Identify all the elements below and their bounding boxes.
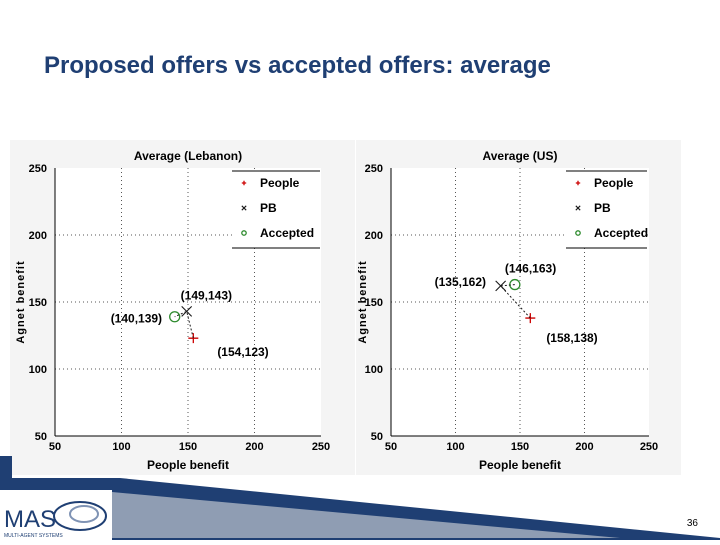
corner-accent	[0, 456, 12, 480]
legend-label-people: People	[260, 176, 300, 190]
chart-us: Average (US) 50 100 150 200 250 50 100 150 200 250…	[357, 149, 658, 472]
legend-marker-people	[241, 180, 247, 186]
y-tick-label: 100	[29, 364, 47, 376]
data-label-accepted: (146,163)	[505, 262, 556, 276]
y-tick-label: 150	[29, 297, 47, 309]
data-label-accepted: (140,139)	[111, 312, 162, 326]
y-tick-label: 250	[365, 163, 383, 175]
legend-marker-people	[575, 180, 581, 186]
footer-band	[0, 478, 720, 540]
legend-marker-accepted	[241, 230, 247, 236]
x-tick-label: 250	[312, 441, 330, 453]
x-tick-label: 150	[179, 441, 197, 453]
y-tick-label: 50	[35, 431, 47, 443]
x-axis-label: People benefit	[147, 458, 229, 472]
chart-panel-us: Average (US) 50 100 150 200 250 50 100 150 200 250…	[356, 140, 681, 475]
mas-logo: MAS MULTI-AGENT SYSTEMS	[0, 490, 112, 540]
slide-title: Proposed offers vs accepted offers: aver…	[44, 52, 551, 79]
legend-marker-pb	[241, 205, 247, 211]
connector-line	[174, 310, 194, 339]
data-point-pb	[181, 305, 193, 317]
x-tick-label: 50	[385, 441, 397, 453]
x-tick-label: 200	[245, 441, 263, 453]
x-axis-label: People benefit	[479, 458, 561, 472]
legend-marker-accepted	[575, 230, 581, 236]
legend-label-people: People	[594, 176, 634, 190]
y-tick-label: 200	[365, 230, 383, 242]
logo-text: MAS	[4, 506, 56, 533]
data-label-pb: (149,143)	[181, 288, 232, 302]
x-tick-label: 250	[640, 441, 658, 453]
x-tick-label: 100	[112, 441, 130, 453]
y-tick-label: 50	[371, 431, 383, 443]
x-tick-label: 50	[49, 441, 61, 453]
mas-logo-graphic: MAS MULTI-AGENT SYSTEMS	[0, 490, 112, 540]
legend-box	[232, 171, 320, 248]
y-tick-label: 100	[365, 364, 383, 376]
x-tick-label: 100	[446, 441, 464, 453]
legend-label-pb: PB	[260, 201, 277, 215]
data-label-people: (158,138)	[546, 331, 597, 345]
legend-marker-pb	[575, 205, 581, 211]
y-axis-label: Agnet benefit	[357, 260, 369, 343]
y-tick-label: 200	[29, 230, 47, 242]
chart-title: Average (US)	[483, 149, 558, 163]
data-label-people: (154,123)	[217, 345, 268, 359]
connector-line	[499, 284, 531, 319]
y-tick-label: 150	[365, 297, 383, 309]
chart-panel-lebanon: Average (Lebanon) 50 100 150 200 250 50 100 150 2…	[10, 140, 355, 475]
page-number: 36	[686, 518, 698, 529]
data-point-pb	[495, 280, 507, 292]
x-tick-label: 200	[575, 441, 593, 453]
data-point-accepted	[169, 311, 181, 323]
legend-label-accepted: Accepted	[594, 226, 648, 240]
chart-lebanon: Average (Lebanon) 50 100 150 200 250 50 100 150 2…	[15, 149, 330, 472]
y-tick-label: 250	[29, 163, 47, 175]
y-axis-label: Agnet benefit	[15, 260, 27, 343]
legend-label-pb: PB	[594, 201, 611, 215]
legend-label-accepted: Accepted	[260, 226, 314, 240]
chart-title: Average (Lebanon)	[134, 149, 242, 163]
x-tick-label: 150	[511, 441, 529, 453]
logo-subtext: MULTI-AGENT SYSTEMS	[4, 533, 63, 539]
data-label-pb: (135,162)	[435, 275, 486, 289]
